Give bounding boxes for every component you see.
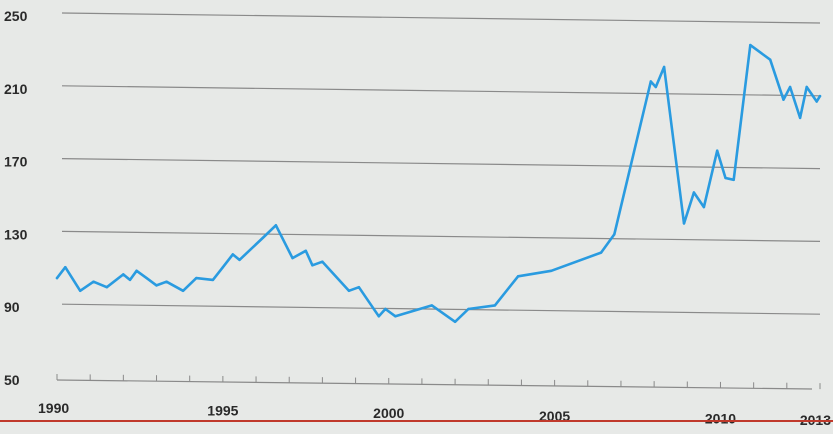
y-tick-label-210: 210 [4,81,28,97]
data-point-25 [377,315,380,318]
data-point-34 [599,251,603,254]
data-point-19 [291,256,294,260]
data-point-30 [467,307,470,311]
data-point-2 [79,289,82,292]
data-point-46 [769,58,772,61]
data-point-31 [493,304,497,307]
data-point-52 [818,94,822,98]
x-tick-label-2010: 2010 [705,410,736,426]
data-point-10 [165,280,168,283]
data-point-20 [304,249,307,252]
x-axis: 199019952000200520102013 [38,374,831,428]
data-point-29 [453,320,457,323]
data-point-5 [122,273,125,276]
data-point-13 [211,278,215,282]
data-point-38 [662,65,666,69]
data-point-47 [782,98,785,101]
data-point-44 [732,178,735,181]
data-point-51 [815,100,818,103]
data-point-50 [805,85,808,89]
data-point-1 [64,266,67,269]
data-point-18 [274,224,278,227]
data-point-15 [231,253,234,256]
grid-lines [61,12,821,315]
data-point-11 [181,289,185,292]
data-point-16 [238,258,241,262]
series-layer [55,43,822,324]
data-point-21 [311,264,314,267]
data-point-39 [682,222,686,225]
data-point-37 [654,85,657,89]
data-point-7 [135,269,138,272]
grid-line-210 [61,85,821,97]
grid-line-250 [61,12,821,24]
data-point-6 [128,278,132,282]
data-point-8 [145,276,148,280]
y-tick-label-170: 170 [4,154,28,170]
grid-line-90 [61,303,821,315]
data-point-49 [798,116,802,120]
data-point-24 [357,286,361,289]
data-point-41 [702,205,706,209]
data-point-14 [221,266,225,269]
data-point-9 [155,284,158,287]
grid-line-130 [61,230,821,242]
data-point-27 [394,315,397,318]
data-point-4 [105,286,109,289]
data-point-26 [384,307,387,311]
data-point-23 [347,289,351,292]
grid-line-170 [61,158,821,170]
y-tick-label-90: 90 [4,299,20,315]
y-tick-label-250: 250 [4,8,28,24]
y-tick-label-50: 50 [4,372,20,388]
x-tick-label-2005: 2005 [539,408,570,424]
y-axis-tick-labels: 50 90 130 170 210 250 [4,8,28,388]
x-axis-line [56,379,813,390]
y-tick-label-130: 130 [4,226,28,242]
data-point-40 [692,191,696,194]
data-point-28 [430,304,434,307]
data-point-0 [55,276,59,280]
data-point-45 [749,43,752,47]
data-point-22 [321,260,324,263]
data-point-32 [516,275,520,278]
data-point-35 [613,233,616,236]
data-point-12 [195,276,198,280]
series-line-0 [55,43,822,324]
data-point-36 [649,80,652,83]
x-tick-label-1990: 1990 [38,400,69,416]
x-tick-label-2000: 2000 [373,405,404,421]
data-point-17 [261,236,264,240]
data-point-33 [550,269,553,272]
x-tick-label-1995: 1995 [207,403,238,419]
data-point-48 [788,85,792,89]
data-point-43 [724,176,727,180]
data-point-42 [716,149,719,152]
data-point-3 [92,280,95,283]
